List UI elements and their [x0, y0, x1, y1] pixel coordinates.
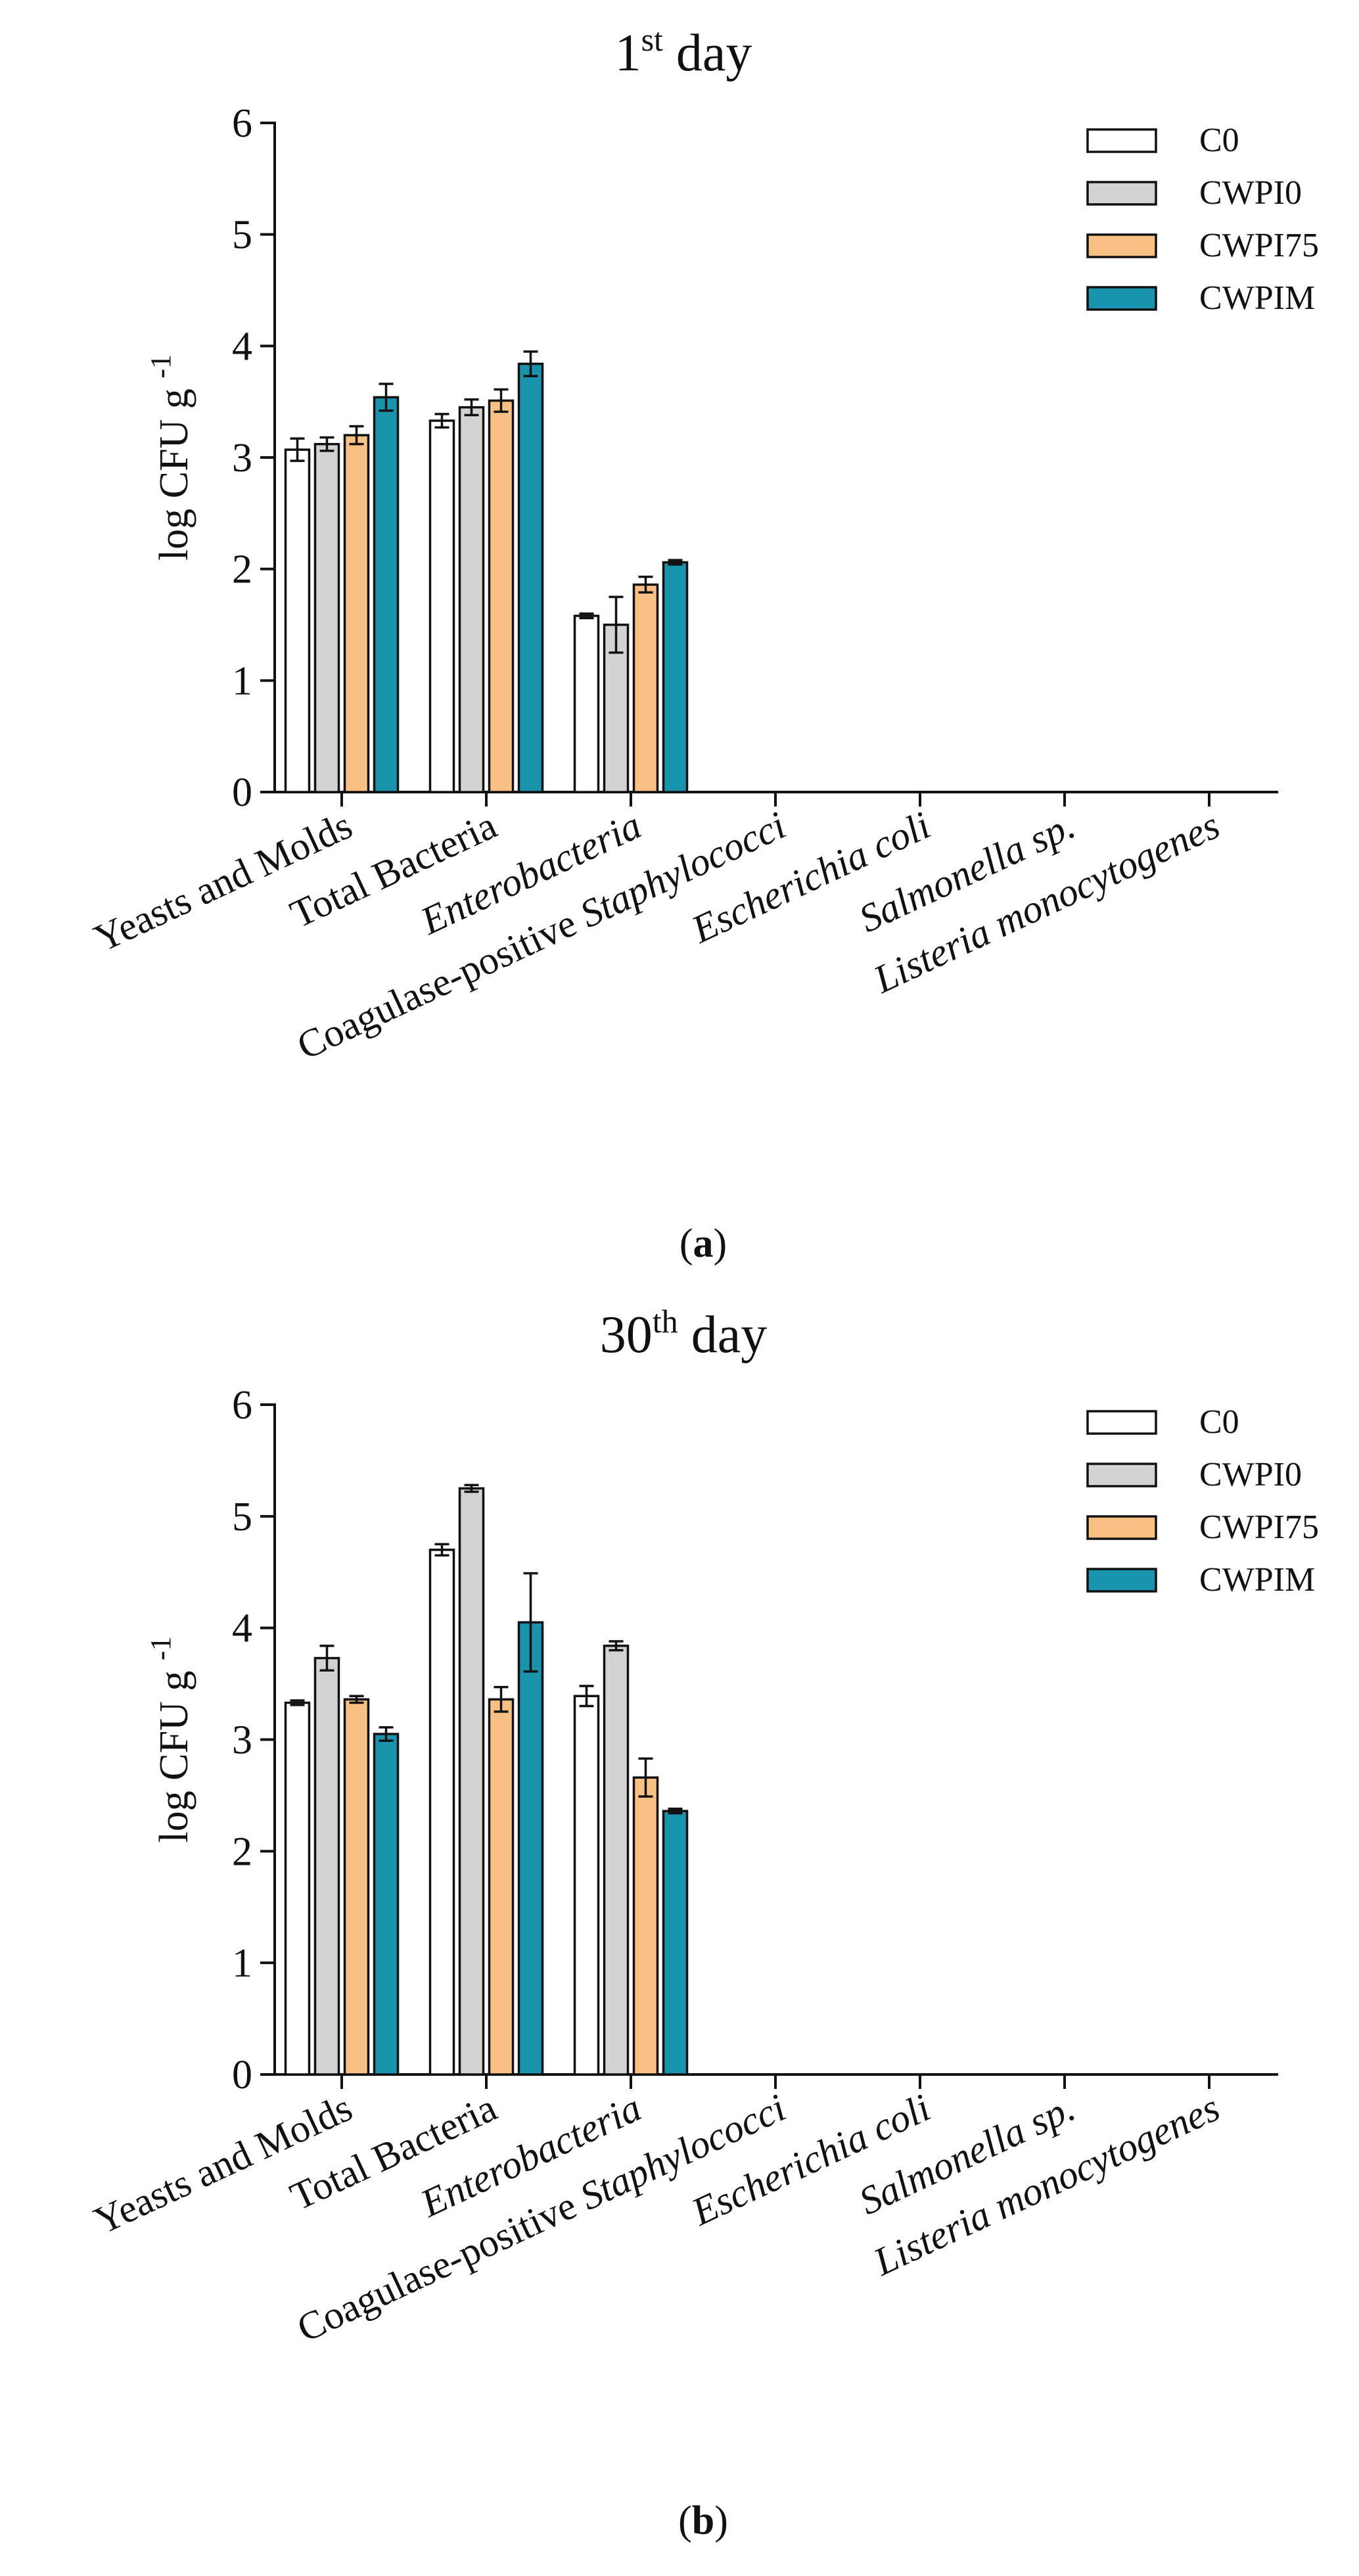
y-tick-label: 6	[232, 101, 252, 146]
y-tick-label: 0	[232, 2053, 252, 2097]
category-label: Escherichia coli	[685, 2086, 937, 2234]
bar-CWPIM	[662, 561, 689, 793]
bar-CWPI75	[632, 583, 659, 793]
chart-title-superscript: st	[641, 21, 663, 58]
chart-title-text: day	[678, 1306, 768, 1364]
legend-swatch-C0	[1086, 1410, 1157, 1435]
bar-C0	[573, 615, 600, 793]
legend-swatch-CWPI0	[1086, 181, 1157, 206]
y-tick-label: 4	[232, 1606, 252, 1651]
legend-label: CWPI75	[1199, 227, 1319, 264]
legend-label: CWPI0	[1199, 1456, 1302, 1493]
chart-title-superscript: th	[653, 1303, 678, 1340]
bar-CWPI0	[458, 1487, 485, 2076]
bar-CWPI0	[458, 406, 485, 793]
y-tick-label: 2	[232, 548, 252, 592]
bar-CWPI0	[313, 1656, 340, 2076]
bar-CWPIM	[373, 396, 400, 793]
bar-CWPI0	[313, 442, 340, 793]
bar-C0	[284, 448, 311, 793]
legend-label: CWPIM	[1199, 1561, 1315, 1599]
y-tick-label: 3	[232, 436, 252, 480]
bar-C0	[284, 1701, 311, 2076]
panel-label: (b)	[678, 2498, 728, 2543]
y-tick-label: 3	[232, 1718, 252, 1763]
bar-CWPIM	[662, 1810, 689, 2076]
y-tick-label: 2	[232, 1829, 252, 1874]
bar-CWPI0	[603, 623, 630, 793]
chart-title: 30th day	[600, 1303, 767, 1364]
legend-label: C0	[1199, 1403, 1239, 1441]
bar-C0	[428, 419, 455, 793]
chart-title-number: 1	[615, 24, 641, 82]
y-axis-label-superscript: -1	[145, 354, 177, 379]
y-tick-label: 6	[232, 1383, 252, 1428]
y-tick-label: 4	[232, 324, 252, 369]
bar-CWPIM	[373, 1733, 400, 2076]
y-axis-label-superscript: -1	[145, 1637, 177, 1661]
legend-swatch-CWPIM	[1086, 286, 1157, 311]
bar-CWPI75	[632, 1776, 659, 2076]
bar-CWPI75	[488, 399, 515, 793]
chart-title: 1st day	[615, 21, 752, 82]
bar-CWPI75	[343, 1698, 370, 2076]
y-tick-label: 5	[232, 213, 252, 258]
y-axis-label-text: log CFU g	[152, 1671, 196, 1843]
bar-CWPI75	[343, 434, 370, 793]
legend-swatch-CWPI0	[1086, 1463, 1157, 1487]
chart-title-number: 30	[600, 1306, 653, 1364]
panel-label-letter: a	[693, 1221, 714, 1266]
legend-swatch-CWPI75	[1086, 233, 1157, 258]
panel-label: (a)	[680, 1221, 727, 1266]
y-axis-label: log CFU g -1	[145, 354, 196, 561]
category-label: Escherichia coli	[685, 803, 937, 952]
legend-swatch-CWPI75	[1086, 1515, 1157, 1540]
legend-swatch-C0	[1086, 128, 1157, 153]
bar-C0	[428, 1549, 455, 2076]
y-tick-label: 1	[232, 659, 252, 703]
legend-label: C0	[1199, 122, 1239, 159]
bar-CWPI0	[603, 1645, 630, 2076]
bar-CWPI75	[488, 1698, 515, 2076]
chart-title-text: day	[663, 24, 752, 82]
y-tick-label: 0	[232, 770, 252, 815]
bar-CWPIM	[517, 1621, 544, 2076]
y-tick-label: 1	[232, 1941, 252, 1986]
y-axis-label: log CFU g -1	[145, 1637, 196, 1843]
y-tick-label: 5	[232, 1495, 252, 1539]
bar-CWPIM	[517, 362, 544, 793]
bar-C0	[573, 1695, 600, 2076]
y-axis-label-text: log CFU g	[152, 388, 196, 561]
legend-swatch-CWPIM	[1086, 1568, 1157, 1593]
legend-label: CWPIM	[1199, 279, 1315, 317]
panel-label-letter: b	[692, 2498, 714, 2543]
legend-label: CWPI0	[1199, 174, 1302, 212]
legend-label: CWPI75	[1199, 1509, 1319, 1546]
